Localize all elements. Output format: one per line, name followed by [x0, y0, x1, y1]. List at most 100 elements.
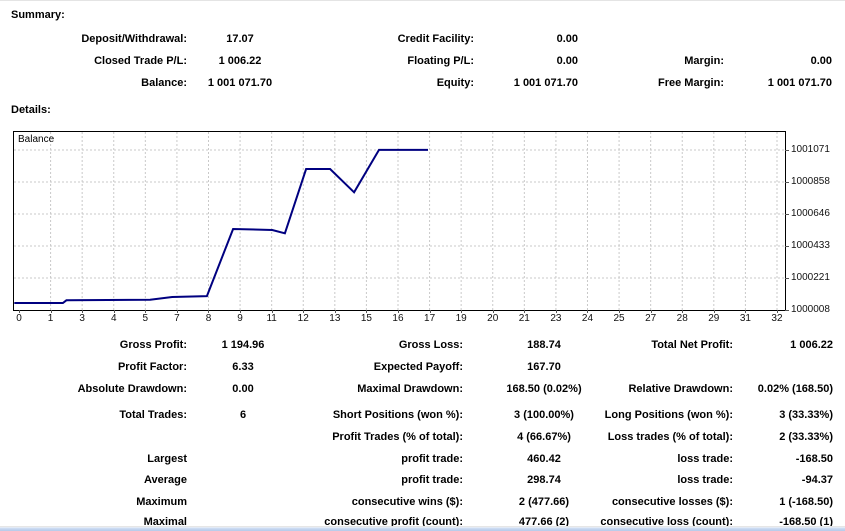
x-tick-mark — [429, 310, 431, 313]
stat-value: 2 (33.33%) — [779, 431, 833, 443]
stat-label: Loss trades (% of total): — [607, 431, 733, 443]
stat-label: Maximum — [136, 496, 187, 508]
x-tick-mark — [745, 310, 747, 313]
x-tick-mark — [334, 310, 336, 313]
stat-label: consecutive profit (count): — [324, 516, 463, 528]
stat-label: Average — [143, 474, 187, 486]
x-tick-mark — [303, 310, 305, 313]
stat-label: Total Net Profit: — [651, 339, 733, 351]
x-tick-mark — [524, 310, 526, 313]
details-heading: Details: — [11, 104, 51, 116]
x-tick-label: 21 — [518, 313, 530, 324]
x-tick-label: 20 — [487, 313, 499, 324]
x-tick-label: 0 — [16, 313, 22, 324]
y-tick-label: 1000221 — [791, 272, 830, 283]
x-tick-mark — [461, 310, 463, 313]
stat-label: Relative Drawdown: — [628, 383, 733, 395]
stat-label: Balance: — [141, 77, 187, 89]
stat-value: 0.00 — [232, 383, 254, 395]
stat-value: 1 194.96 — [221, 339, 265, 351]
x-tick-mark — [19, 310, 20, 313]
stat-label: Total Trades: — [119, 409, 187, 421]
x-tick-label: 1 — [47, 313, 54, 324]
y-tick-mark — [785, 214, 789, 215]
x-tick-label: 7 — [174, 313, 180, 324]
y-tick-label: 1000008 — [791, 304, 830, 315]
x-tick-mark — [650, 310, 652, 313]
stat-value: 17.07 — [226, 33, 254, 45]
stat-value: -94.37 — [801, 474, 833, 486]
stat-label: consecutive wins ($): — [351, 496, 463, 508]
stat-value: 4 (66.67%) — [517, 431, 571, 443]
x-tick-label: 17 — [424, 313, 436, 324]
x-tick-mark — [50, 310, 52, 313]
stat-value: 0.02% (168.50) — [757, 383, 833, 395]
x-tick-label: 27 — [645, 313, 657, 324]
stat-value: 298.74 — [527, 474, 561, 486]
stat-value: 1 001 071.70 — [767, 77, 832, 89]
x-tick-mark — [587, 310, 589, 313]
x-tick-label: 31 — [739, 313, 751, 324]
stat-label: Free Margin: — [657, 77, 724, 89]
stat-label: Gross Loss: — [398, 339, 463, 351]
stat-label: Maximal Drawdown: — [357, 383, 463, 395]
stat-value: 6 — [239, 409, 247, 421]
stat-label: Closed Trade P/L: — [94, 55, 187, 67]
y-tick-mark — [785, 278, 789, 279]
stat-label: Expected Payoff: — [373, 361, 463, 373]
stat-label: Absolute Drawdown: — [77, 383, 187, 395]
x-tick-label: 24 — [581, 313, 594, 324]
stat-value: 477.66 (2) — [518, 516, 570, 528]
stat-label: Equity: — [436, 77, 474, 89]
x-tick-mark — [176, 310, 178, 313]
stat-label: consecutive loss (count): — [600, 516, 733, 528]
x-tick-label: 13 — [329, 313, 341, 324]
stat-value: 6.33 — [232, 361, 254, 373]
x-tick-label: 12 — [297, 313, 309, 324]
x-tick-label: 28 — [676, 313, 688, 324]
x-tick-label: 5 — [142, 313, 149, 324]
stat-label: consecutive losses ($): — [611, 496, 733, 508]
stat-value: -168.50 (1) — [779, 516, 833, 528]
stat-label: Credit Facility: — [397, 33, 474, 45]
x-tick-label: 16 — [392, 313, 404, 324]
x-tick-mark — [492, 310, 494, 313]
stat-label: Largest — [147, 453, 187, 465]
stat-label: Floating P/L: — [407, 55, 474, 67]
stat-value: 1 001 071.70 — [207, 77, 273, 89]
y-tick-label: 1000433 — [791, 240, 830, 251]
x-tick-mark — [145, 310, 147, 313]
x-tick-label: 11 — [266, 313, 277, 324]
y-tick-label: 1001071 — [791, 144, 830, 155]
x-tick-label: 3 — [79, 313, 85, 324]
summary-heading: Summary: — [11, 9, 65, 21]
stat-value: 1 006.22 — [790, 339, 833, 351]
balance-series-line — [14, 148, 428, 304]
stat-value: 3 (100.00%) — [514, 409, 574, 421]
balance-line-plot — [14, 132, 785, 310]
stat-value: 2 (477.66) — [518, 496, 570, 508]
chart-series-label: Balance — [18, 134, 55, 145]
stat-value: 1 001 071.70 — [513, 77, 578, 89]
x-tick-mark — [113, 310, 115, 313]
y-tick-label: 1000646 — [791, 208, 830, 219]
y-tick-mark — [785, 310, 789, 311]
x-tick-mark — [240, 310, 242, 313]
x-tick-mark — [682, 310, 684, 313]
window-bottom-edge — [0, 526, 845, 531]
stat-value: 168.50 (0.02%) — [506, 383, 582, 395]
y-tick-mark — [785, 246, 789, 247]
x-tick-label: 23 — [550, 313, 562, 324]
stat-value: 3 (33.33%) — [779, 409, 833, 421]
stat-label: Short Positions (won %): — [332, 409, 463, 421]
y-tick-mark — [785, 182, 789, 183]
stat-value: 167.70 — [527, 361, 561, 373]
stat-label: Maximal — [143, 516, 187, 528]
x-tick-mark — [82, 310, 84, 313]
stat-label: profit trade: — [401, 474, 463, 486]
stat-label: Profit Trades (% of total): — [332, 431, 463, 443]
y-tick-label: 1000858 — [791, 176, 830, 187]
x-tick-label: 8 — [205, 313, 212, 324]
x-tick-mark — [366, 310, 368, 313]
